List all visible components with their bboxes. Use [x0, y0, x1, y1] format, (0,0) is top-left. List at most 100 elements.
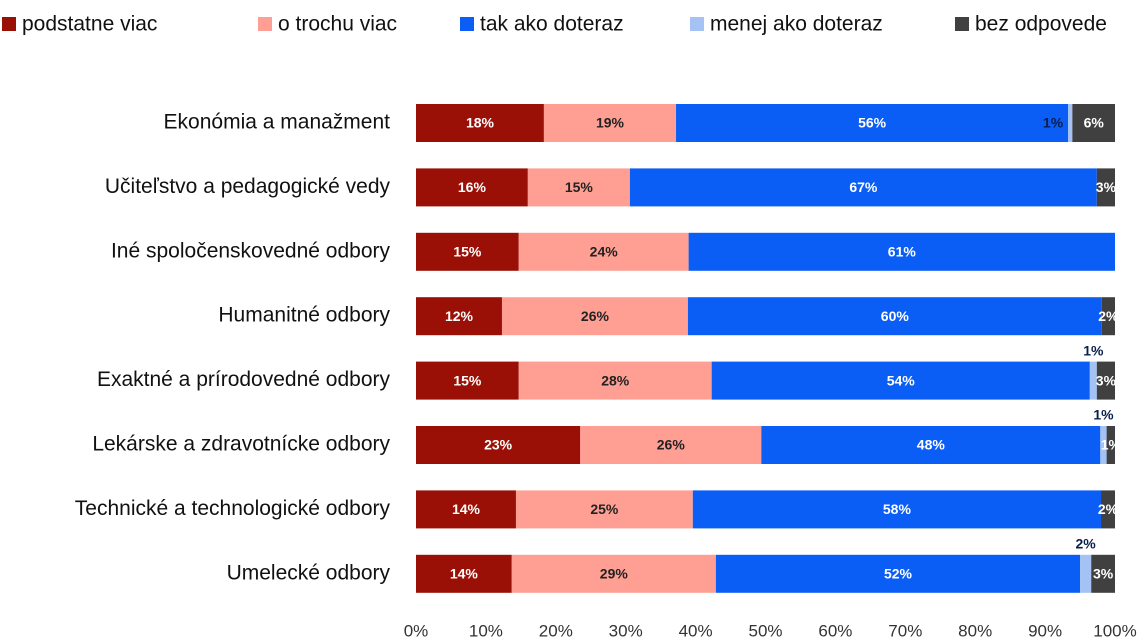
legend-label: o trochu viac — [278, 13, 397, 36]
bar-segment — [1072, 104, 1115, 142]
legend-label: podstatne viac — [22, 13, 157, 36]
bar-segment — [629, 168, 1097, 207]
legend-label: menej ako doteraz — [710, 13, 883, 36]
value-label: 26% — [657, 437, 686, 453]
value-label: 2% — [1098, 308, 1119, 324]
value-label: 1% — [1093, 407, 1114, 423]
bar-segment — [1106, 426, 1115, 464]
value-label: 52% — [884, 566, 913, 582]
value-label: 14% — [452, 501, 481, 517]
bar-segment — [761, 426, 1101, 464]
x-tick-label: 100% — [1093, 621, 1136, 640]
bar-segment — [527, 168, 630, 207]
legend-label: bez odpovede — [975, 13, 1107, 36]
value-label: 1% — [1043, 115, 1064, 131]
value-label: 3% — [1093, 566, 1114, 582]
legend-swatch — [955, 17, 969, 31]
x-tick-label: 90% — [1028, 621, 1062, 640]
value-label: 23% — [484, 437, 513, 453]
x-tick-label: 0% — [404, 621, 429, 640]
bar-segment — [416, 426, 581, 464]
legend-label: tak ako doteraz — [480, 13, 624, 36]
bar-segment — [711, 361, 1090, 400]
value-label: 48% — [917, 437, 946, 453]
bar-segment — [518, 232, 689, 271]
bar-segment — [1091, 554, 1115, 593]
value-label: 19% — [596, 115, 625, 131]
x-tick-label: 70% — [888, 621, 922, 640]
legend-swatch — [460, 17, 474, 31]
value-label: 6% — [1084, 115, 1105, 131]
bar-segment — [416, 554, 512, 593]
value-label: 15% — [453, 244, 482, 260]
value-label: 3% — [1096, 179, 1117, 195]
value-label: 61% — [888, 244, 917, 260]
value-label: 2% — [1076, 536, 1097, 552]
category-label: Exaktné a prírodovedné odbory — [97, 368, 391, 391]
bar-segment — [1080, 554, 1092, 593]
bar-segment — [1101, 490, 1115, 529]
x-tick-label: 40% — [679, 621, 713, 640]
bar-segment — [1096, 361, 1115, 400]
value-label: 67% — [849, 179, 878, 195]
x-tick-label: 10% — [469, 621, 503, 640]
value-label: 28% — [601, 372, 630, 388]
value-label: 54% — [887, 372, 916, 388]
bar-segment — [511, 554, 716, 593]
bar-segment — [416, 232, 519, 271]
category-label: Lekárske a zdravotnícke odbory — [92, 433, 390, 456]
value-label: 56% — [858, 115, 887, 131]
bar-segment — [1096, 168, 1115, 207]
bar-segment — [1068, 104, 1073, 142]
value-label: 2% — [1098, 501, 1119, 517]
bar-segment — [416, 361, 519, 400]
bar-segment — [515, 490, 693, 529]
legend-swatch — [2, 17, 16, 31]
bar-segment — [1100, 426, 1107, 464]
legend-swatch — [258, 17, 272, 31]
value-label: 12% — [445, 308, 474, 324]
bar-segment — [416, 104, 544, 142]
bar-segment — [1089, 361, 1097, 400]
x-tick-label: 80% — [958, 621, 992, 640]
x-tick-label: 50% — [748, 621, 782, 640]
value-label: 1% — [1101, 437, 1122, 453]
bar-segment — [416, 297, 502, 336]
value-label: 18% — [466, 115, 495, 131]
x-tick-label: 60% — [818, 621, 852, 640]
x-tick-label: 20% — [539, 621, 573, 640]
bar-segment — [416, 490, 516, 529]
bar-segment — [518, 361, 712, 400]
bar-segment — [416, 168, 528, 207]
value-label: 1% — [1083, 342, 1104, 358]
value-label: 25% — [590, 501, 619, 517]
bar-segment — [580, 426, 762, 464]
value-label: 15% — [453, 372, 482, 388]
category-label: Iné spoločenskovedné odbory — [111, 239, 391, 262]
bar-segment — [687, 297, 1102, 336]
bar-segment — [692, 490, 1102, 529]
category-label: Učiteľstvo a pedagogické vedy — [105, 175, 391, 198]
bar-segment — [501, 297, 688, 336]
bar-segment — [715, 554, 1081, 593]
value-label: 29% — [600, 566, 629, 582]
value-label: 15% — [565, 179, 594, 195]
x-tick-label: 30% — [609, 621, 643, 640]
value-label: 24% — [590, 244, 619, 260]
category-label: Technické a technologické odbory — [75, 497, 391, 520]
value-label: 14% — [450, 566, 479, 582]
value-label: 3% — [1096, 372, 1117, 388]
value-label: 16% — [458, 179, 487, 195]
bar-segment — [676, 104, 1069, 142]
bar-segment — [688, 232, 1115, 271]
bar-segment — [543, 104, 677, 142]
value-label: 26% — [581, 308, 610, 324]
value-label: 60% — [881, 308, 910, 324]
legend-swatch — [690, 17, 704, 31]
bar-segment — [1101, 297, 1115, 336]
category-label: Ekonómia a manažment — [164, 111, 391, 134]
category-label: Humanitné odbory — [218, 304, 390, 327]
value-label: 58% — [883, 501, 912, 517]
category-label: Umelecké odbory — [227, 561, 391, 584]
